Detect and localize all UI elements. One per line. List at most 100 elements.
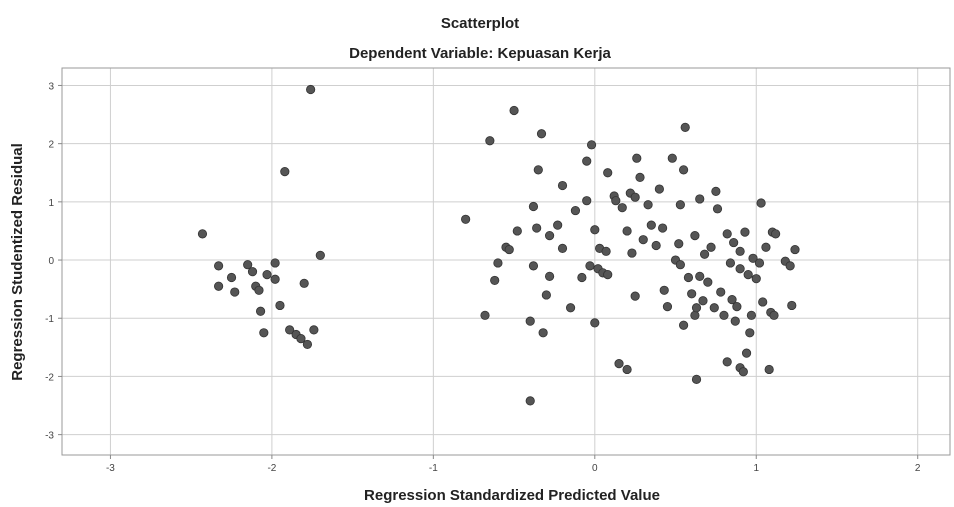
- scatter-point: [732, 302, 742, 312]
- scatter-point: [771, 229, 781, 239]
- scatter-point: [565, 303, 576, 313]
- scatter-point: [541, 290, 551, 300]
- scatter-point: [622, 364, 632, 375]
- scatter-point: [528, 201, 539, 212]
- scatter-point: [690, 231, 700, 241]
- scatter-point: [214, 281, 224, 291]
- scatter-point: [582, 156, 592, 166]
- scatter-point: [544, 271, 555, 281]
- scatter-point: [675, 260, 685, 270]
- scatter-point: [302, 339, 313, 350]
- scatter-point: [299, 278, 309, 288]
- scatter-point: [577, 272, 587, 283]
- scatter-point: [230, 287, 240, 297]
- scatter-point: [632, 153, 642, 163]
- scatter-point: [680, 122, 690, 132]
- scatter-point: [630, 291, 640, 301]
- scatter-point: [275, 300, 285, 311]
- scatter-point: [532, 223, 542, 233]
- scatter-point: [738, 367, 748, 377]
- scatter-point: [280, 166, 290, 177]
- scatter-point: [785, 261, 795, 271]
- scatter-point: [743, 269, 753, 280]
- scatter-point: [480, 310, 490, 320]
- scatter-point: [740, 227, 750, 237]
- scatter-point: [214, 261, 224, 271]
- scatter-point: [255, 306, 266, 316]
- scatter-point: [711, 186, 721, 196]
- scatter-point: [695, 271, 705, 281]
- scatter-point: [729, 237, 739, 248]
- scatter-point: [627, 248, 637, 258]
- scatter-point: [525, 396, 535, 406]
- scatter-point: [461, 214, 471, 224]
- scatter-point: [533, 165, 543, 175]
- scatter-point: [667, 153, 677, 163]
- scatter-point: [285, 325, 295, 335]
- scatter-point: [651, 240, 661, 251]
- scatter-point: [751, 274, 761, 284]
- scatter-point: [741, 348, 752, 358]
- scatter-point: [296, 334, 306, 344]
- plot-frame: [61, 67, 951, 456]
- scatter-point: [538, 328, 548, 338]
- scatter-point: [678, 320, 689, 330]
- scatter-point: [745, 328, 755, 338]
- scatter-point: [719, 310, 729, 320]
- scatter-point: [675, 200, 685, 210]
- scatter-point: [691, 374, 702, 384]
- scatter-point: [603, 168, 613, 178]
- scatter-point: [787, 300, 797, 311]
- scatter-point: [536, 129, 547, 139]
- scatter-point: [678, 165, 689, 175]
- x-tick-label: 1: [753, 463, 759, 474]
- chart-title: Scatterplot: [441, 15, 519, 32]
- scatter-point: [716, 287, 726, 297]
- scatter-point: [674, 239, 684, 249]
- scatter-point: [703, 277, 713, 287]
- scatter-point: [646, 220, 656, 230]
- scatter-point: [712, 204, 723, 214]
- scatter-point: [590, 318, 600, 328]
- scatter-point: [735, 246, 745, 256]
- scatter-point: [622, 226, 632, 236]
- y-tick-label: -3: [45, 431, 54, 442]
- scatter-point: [761, 242, 771, 252]
- x-tick-label: -3: [106, 463, 115, 474]
- scatter-point: [730, 316, 740, 326]
- scatter-point: [197, 229, 208, 239]
- scatter-point: [706, 242, 716, 252]
- y-tick-label: 2: [48, 140, 54, 151]
- scatter-point: [259, 328, 269, 338]
- scatter-point: [687, 289, 697, 299]
- scatter-point: [504, 244, 514, 255]
- scatter-point: [727, 295, 737, 305]
- y-tick-label: 0: [48, 256, 54, 267]
- scatter-point: [586, 140, 597, 150]
- data-points: [197, 84, 800, 406]
- scatter-point: [662, 302, 673, 312]
- y-tick-label: 3: [48, 81, 54, 92]
- scatter-point: [748, 253, 758, 263]
- scatter-point: [315, 250, 325, 260]
- scatter-point: [493, 258, 503, 268]
- scatter-point: [262, 269, 272, 280]
- scatter-point: [790, 244, 800, 255]
- scatter-point: [243, 260, 253, 270]
- scatter-point: [698, 296, 708, 306]
- scatter-point: [764, 364, 774, 375]
- scatter-point: [735, 264, 745, 274]
- scatter-point: [525, 316, 535, 326]
- scatter-point: [512, 226, 522, 236]
- x-tick-label: 2: [915, 463, 921, 474]
- scatter-point: [603, 269, 613, 280]
- scatter-point: [691, 303, 702, 313]
- scatter-point: [309, 325, 319, 335]
- axis-ticks: -3 -2 -1 0 1 2 -3 -2 -1 0 1 2 3: [45, 81, 921, 474]
- scatter-point: [485, 136, 495, 146]
- scatter-point: [601, 246, 611, 256]
- scatter-point: [490, 275, 500, 286]
- scatter-point: [643, 200, 653, 210]
- scatter-point: [769, 310, 779, 320]
